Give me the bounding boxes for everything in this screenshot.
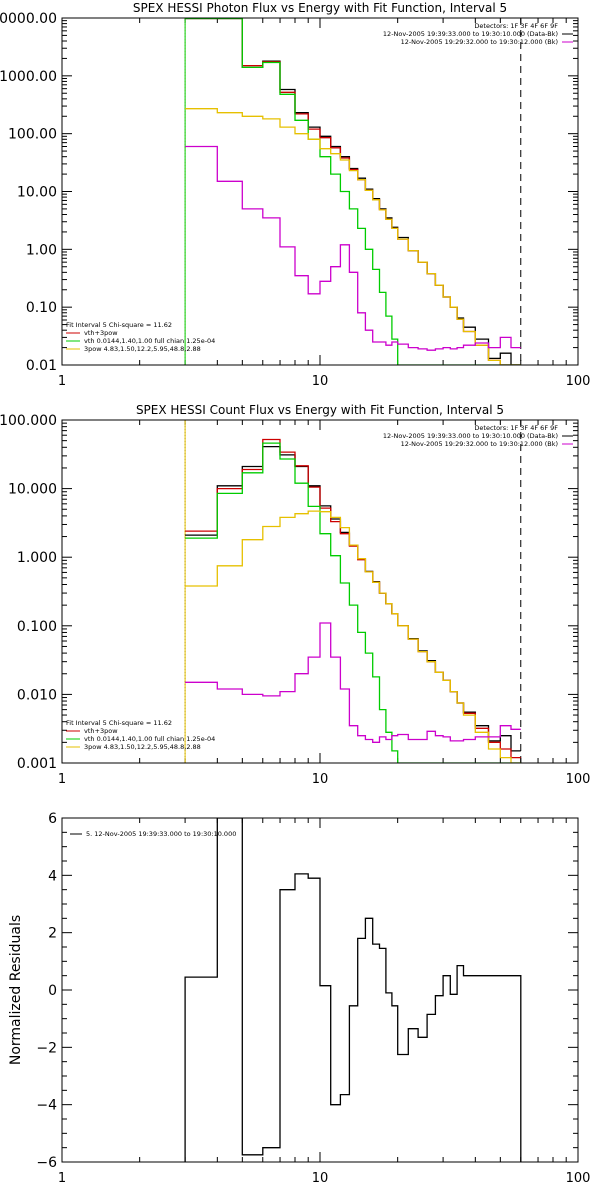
y-tick-label: −2 (36, 1040, 57, 1056)
series-line-vth (185, 18, 521, 365)
chart-panel-1: SPEX HESSI Photon Flux vs Energy with Fi… (0, 1, 590, 389)
y-tick-label: 100.000 (0, 413, 57, 429)
legend-label: vth+3pow (84, 329, 118, 337)
series-line-3pow (185, 108, 521, 365)
info-line: 12-Nov-2005 19:29:32.000 to 19:30:12.000… (401, 440, 558, 448)
series-line-3pow (185, 510, 521, 763)
y-tick-label: 0.100 (17, 619, 57, 635)
info-line: Detectors: 1F 3F 4F 6F 9F (474, 424, 558, 432)
series-line-data-bk (185, 18, 521, 365)
legend-label: 3pow 4.83,1.50,12.2,5.95,48.8,2.88 (84, 345, 201, 353)
y-tick-label: 0.010 (17, 687, 57, 703)
x-tick-label: 100 (566, 772, 591, 787)
y-tick-label: 10000.00 (0, 11, 57, 27)
series-line-bk (185, 145, 521, 351)
y-tick-label: 4 (48, 868, 57, 884)
y-tick-label: 1.000 (17, 550, 57, 566)
y-tick-label: 2 (48, 926, 57, 942)
plot-frame (61, 419, 579, 764)
x-tick-label: 1 (58, 374, 66, 389)
y-tick-label: 1000.00 (0, 69, 57, 85)
x-tick-label: 10 (312, 374, 329, 389)
x-tick-label: 100 (566, 1171, 591, 1186)
legend-header: Fit Interval 5 Chi-square = 11.62 (66, 719, 172, 727)
series-line-5-12-nov-2005-19-39-33-000-to-19-30-10-000 (184, 818, 522, 1162)
legend-label: vth+3pow (84, 727, 118, 735)
y-tick-label: 100.00 (8, 127, 57, 143)
x-tick-label: 100 (566, 374, 591, 389)
x-tick-label: 10 (312, 772, 329, 787)
y-tick-label: 1.00 (26, 242, 57, 258)
series-line-data-bk (185, 445, 521, 752)
info-line: Detectors: 1F 3F 4F 6F 9F (474, 22, 558, 30)
y-tick-label: −4 (36, 1098, 57, 1114)
series-line-vth-3pow (185, 18, 521, 365)
x-tick-label: 10 (312, 1171, 329, 1186)
x-tick-label: 1 (58, 1171, 66, 1186)
y-tick-label: 0.10 (26, 300, 57, 316)
series-line-vth-3pow (185, 438, 521, 759)
series-line-bk (185, 622, 521, 743)
y-tick-label: 0 (48, 983, 57, 999)
plot-frame (61, 17, 579, 366)
y-tick-label: 6 (48, 811, 57, 827)
info-line: 12-Nov-2005 19:29:32.000 to 19:30:12.000… (401, 38, 558, 46)
chart-title: SPEX HESSI Count Flux vs Energy with Fit… (136, 403, 504, 417)
chart-panel-3: 1 10 100 −6 −4 −2 0 2 4 6 Normalized Residuals 5. 1… (8, 811, 590, 1186)
legend-label: vth 0.0144,1.40,1.00 full chian 1.25e-04 (84, 337, 215, 345)
legend-label: 3pow 4.83,1.50,12.2,5.95,48.8,2.88 (84, 743, 201, 751)
y-axis-label: Normalized Residuals (8, 915, 24, 1065)
series-line-vth (185, 442, 521, 763)
y-tick-label: 0.01 (26, 358, 57, 374)
y-tick-label: 10.000 (8, 482, 57, 498)
info-line: 12-Nov-2005 19:39:33.000 to 19:30:10.000… (383, 432, 558, 440)
chart-title: SPEX HESSI Photon Flux vs Energy with Fi… (133, 1, 507, 15)
chart-panel-2: SPEX HESSI Count Flux vs Energy with Fit… (0, 403, 590, 787)
legend-label: vth 0.0144,1.40,1.00 full chian 1.25e-04 (84, 735, 215, 743)
x-tick-label: 1 (58, 772, 66, 787)
legend-header: Fit Interval 5 Chi-square = 11.62 (66, 321, 172, 329)
y-tick-label: −6 (36, 1155, 57, 1171)
info-line: 12-Nov-2005 19:39:33.000 to 19:30:10.000… (383, 30, 558, 38)
y-tick-label: 10.00 (17, 185, 57, 201)
legend-label: 5. 12-Nov-2005 19:39:33.000 to 19:30:10.… (86, 830, 236, 838)
y-tick-label: 0.001 (17, 756, 57, 772)
plot-frame (61, 817, 579, 1163)
